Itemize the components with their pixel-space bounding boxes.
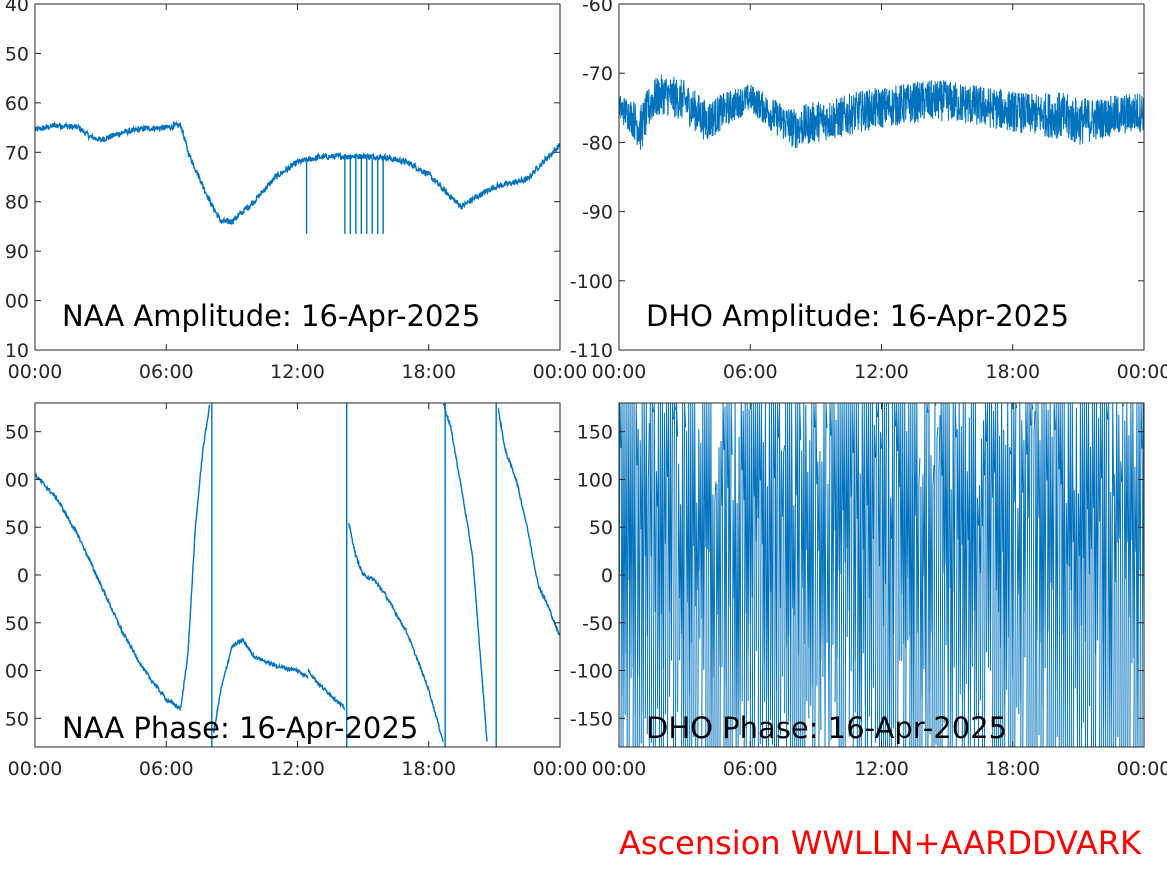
panel-title: DHO Amplitude: 16-Apr-2025 (646, 299, 1069, 333)
y-tick-label: 00 (5, 469, 29, 491)
x-tick-label: 00:00 (592, 758, 647, 780)
y-tick-label: -60 (582, 0, 613, 16)
x-tick-label: 00:00 (533, 758, 588, 780)
x-tick-label: 12:00 (854, 361, 909, 383)
x-tick-label: 06:00 (139, 758, 194, 780)
y-tick-label: 50 (5, 517, 29, 539)
station-label: Ascension WWLLN+AARDDVARK (619, 824, 1141, 862)
x-tick-label: 06:00 (139, 361, 194, 383)
naa-phase-panel: 00:00 06:00 12:00 18:00 00:00 50 00 50 0 50 00 50 NA… (5, 402, 588, 780)
y-tick-label: 10 (5, 340, 29, 362)
y-tick-label: 00 (5, 291, 29, 313)
phase-segment-1 (180, 404, 211, 708)
y-tick-label: -100 (570, 271, 613, 293)
x-tick-label: 00:00 (533, 361, 588, 383)
panel-title: NAA Amplitude: 16-Apr-2025 (62, 299, 480, 333)
y-tick-label: -100 (570, 661, 613, 683)
x-tick-label: 00:00 (8, 758, 63, 780)
y-tick-label: 100 (577, 469, 613, 491)
y-tick-label: 50 (5, 43, 29, 65)
x-tick-label: 12:00 (270, 758, 325, 780)
y-tick-label: 50 (5, 422, 29, 444)
x-tick-label: 18:00 (985, 361, 1040, 383)
y-tick-label: 0 (601, 565, 613, 587)
x-tick-label: 00:00 (8, 361, 63, 383)
y-tick-label: -110 (570, 340, 613, 362)
y-tick-label: -50 (582, 613, 613, 635)
phase-segment-3 (307, 668, 346, 711)
phase-segment-6 (497, 407, 560, 636)
y-tick-label: 0 (17, 565, 29, 587)
y-tick-label: 50 (589, 517, 613, 539)
plot-area (619, 74, 1144, 150)
y-tick-label: 50 (5, 613, 29, 635)
y-tick-label: -70 (582, 63, 613, 85)
x-tick-label: 06:00 (723, 758, 778, 780)
x-tick-label: 06:00 (723, 361, 778, 383)
y-tick-label: -80 (582, 132, 613, 154)
y-tick-label: 60 (5, 93, 29, 115)
x-tick-label: 12:00 (854, 758, 909, 780)
x-tick-label: 18:00 (401, 758, 456, 780)
y-tick-label: 70 (5, 142, 29, 164)
dho-amplitude-panel: 00:00 06:00 12:00 18:00 00:00 -60 -70 -80 -90 -10… (570, 0, 1167, 383)
y-tick-label: 90 (5, 241, 29, 263)
plot-area (35, 403, 560, 747)
dho-phase-panel: 00:00 06:00 12:00 18:00 00:00 150 100 50 0 -50 -10… (570, 402, 1167, 780)
phase-segment-4 (347, 522, 444, 742)
y-tick-label: 150 (577, 422, 613, 444)
series-line-0 (619, 74, 1144, 150)
y-tick-label: 40 (5, 0, 29, 16)
naa-amplitude-panel: 00:00 06:00 12:00 18:00 00:00 40 50 60 70 80 90 00 1… (5, 0, 588, 383)
series-line-0 (35, 120, 560, 226)
phase-segment-2 (212, 637, 309, 734)
y-tick-label: -150 (570, 708, 613, 730)
phase-wrap-trace (619, 403, 1144, 747)
x-tick-label: 18:00 (985, 758, 1040, 780)
y-tick-label: -90 (582, 202, 613, 224)
x-tick-label: 12:00 (270, 361, 325, 383)
x-tick-label: 00:00 (1117, 361, 1167, 383)
x-tick-label: 00:00 (1117, 758, 1167, 780)
y-tick-label: 50 (5, 708, 29, 730)
axes-box (34, 402, 561, 748)
phase-segment-5 (442, 403, 488, 742)
plot-area (619, 403, 1144, 747)
phase-segment-0 (35, 472, 181, 711)
y-tick-label: 00 (5, 661, 29, 683)
panel-title: DHO Phase: 16-Apr-2025 (646, 711, 1007, 745)
y-tick-label: 80 (5, 192, 29, 214)
plot-area (35, 120, 560, 234)
x-tick-label: 18:00 (401, 361, 456, 383)
panel-title: NAA Phase: 16-Apr-2025 (62, 711, 418, 745)
x-tick-label: 00:00 (592, 361, 647, 383)
